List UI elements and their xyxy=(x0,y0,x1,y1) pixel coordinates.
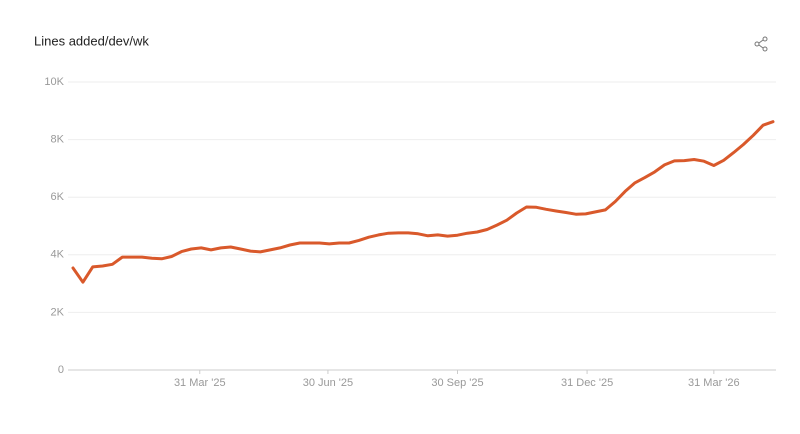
data-line xyxy=(71,120,775,284)
y-tick-label: 0 xyxy=(58,364,64,376)
x-tick-label: 30 Jun '25 xyxy=(303,377,353,389)
y-tick-label: 2K xyxy=(51,306,65,318)
y-tick-label: 10K xyxy=(44,76,64,88)
share-icon[interactable] xyxy=(754,36,768,52)
y-tick-label: 6K xyxy=(51,191,65,203)
chart-title: Lines added/dev/wk xyxy=(34,33,149,48)
x-tick-label: 31 Mar '25 xyxy=(174,377,226,389)
x-tick-label: 31 Dec '25 xyxy=(561,377,613,389)
x-tick-label: 31 Mar '26 xyxy=(688,377,740,389)
y-tick-label: 4K xyxy=(51,249,65,261)
y-tick-label: 8K xyxy=(51,134,65,146)
x-tick-label: 30 Sep '25 xyxy=(431,377,483,389)
